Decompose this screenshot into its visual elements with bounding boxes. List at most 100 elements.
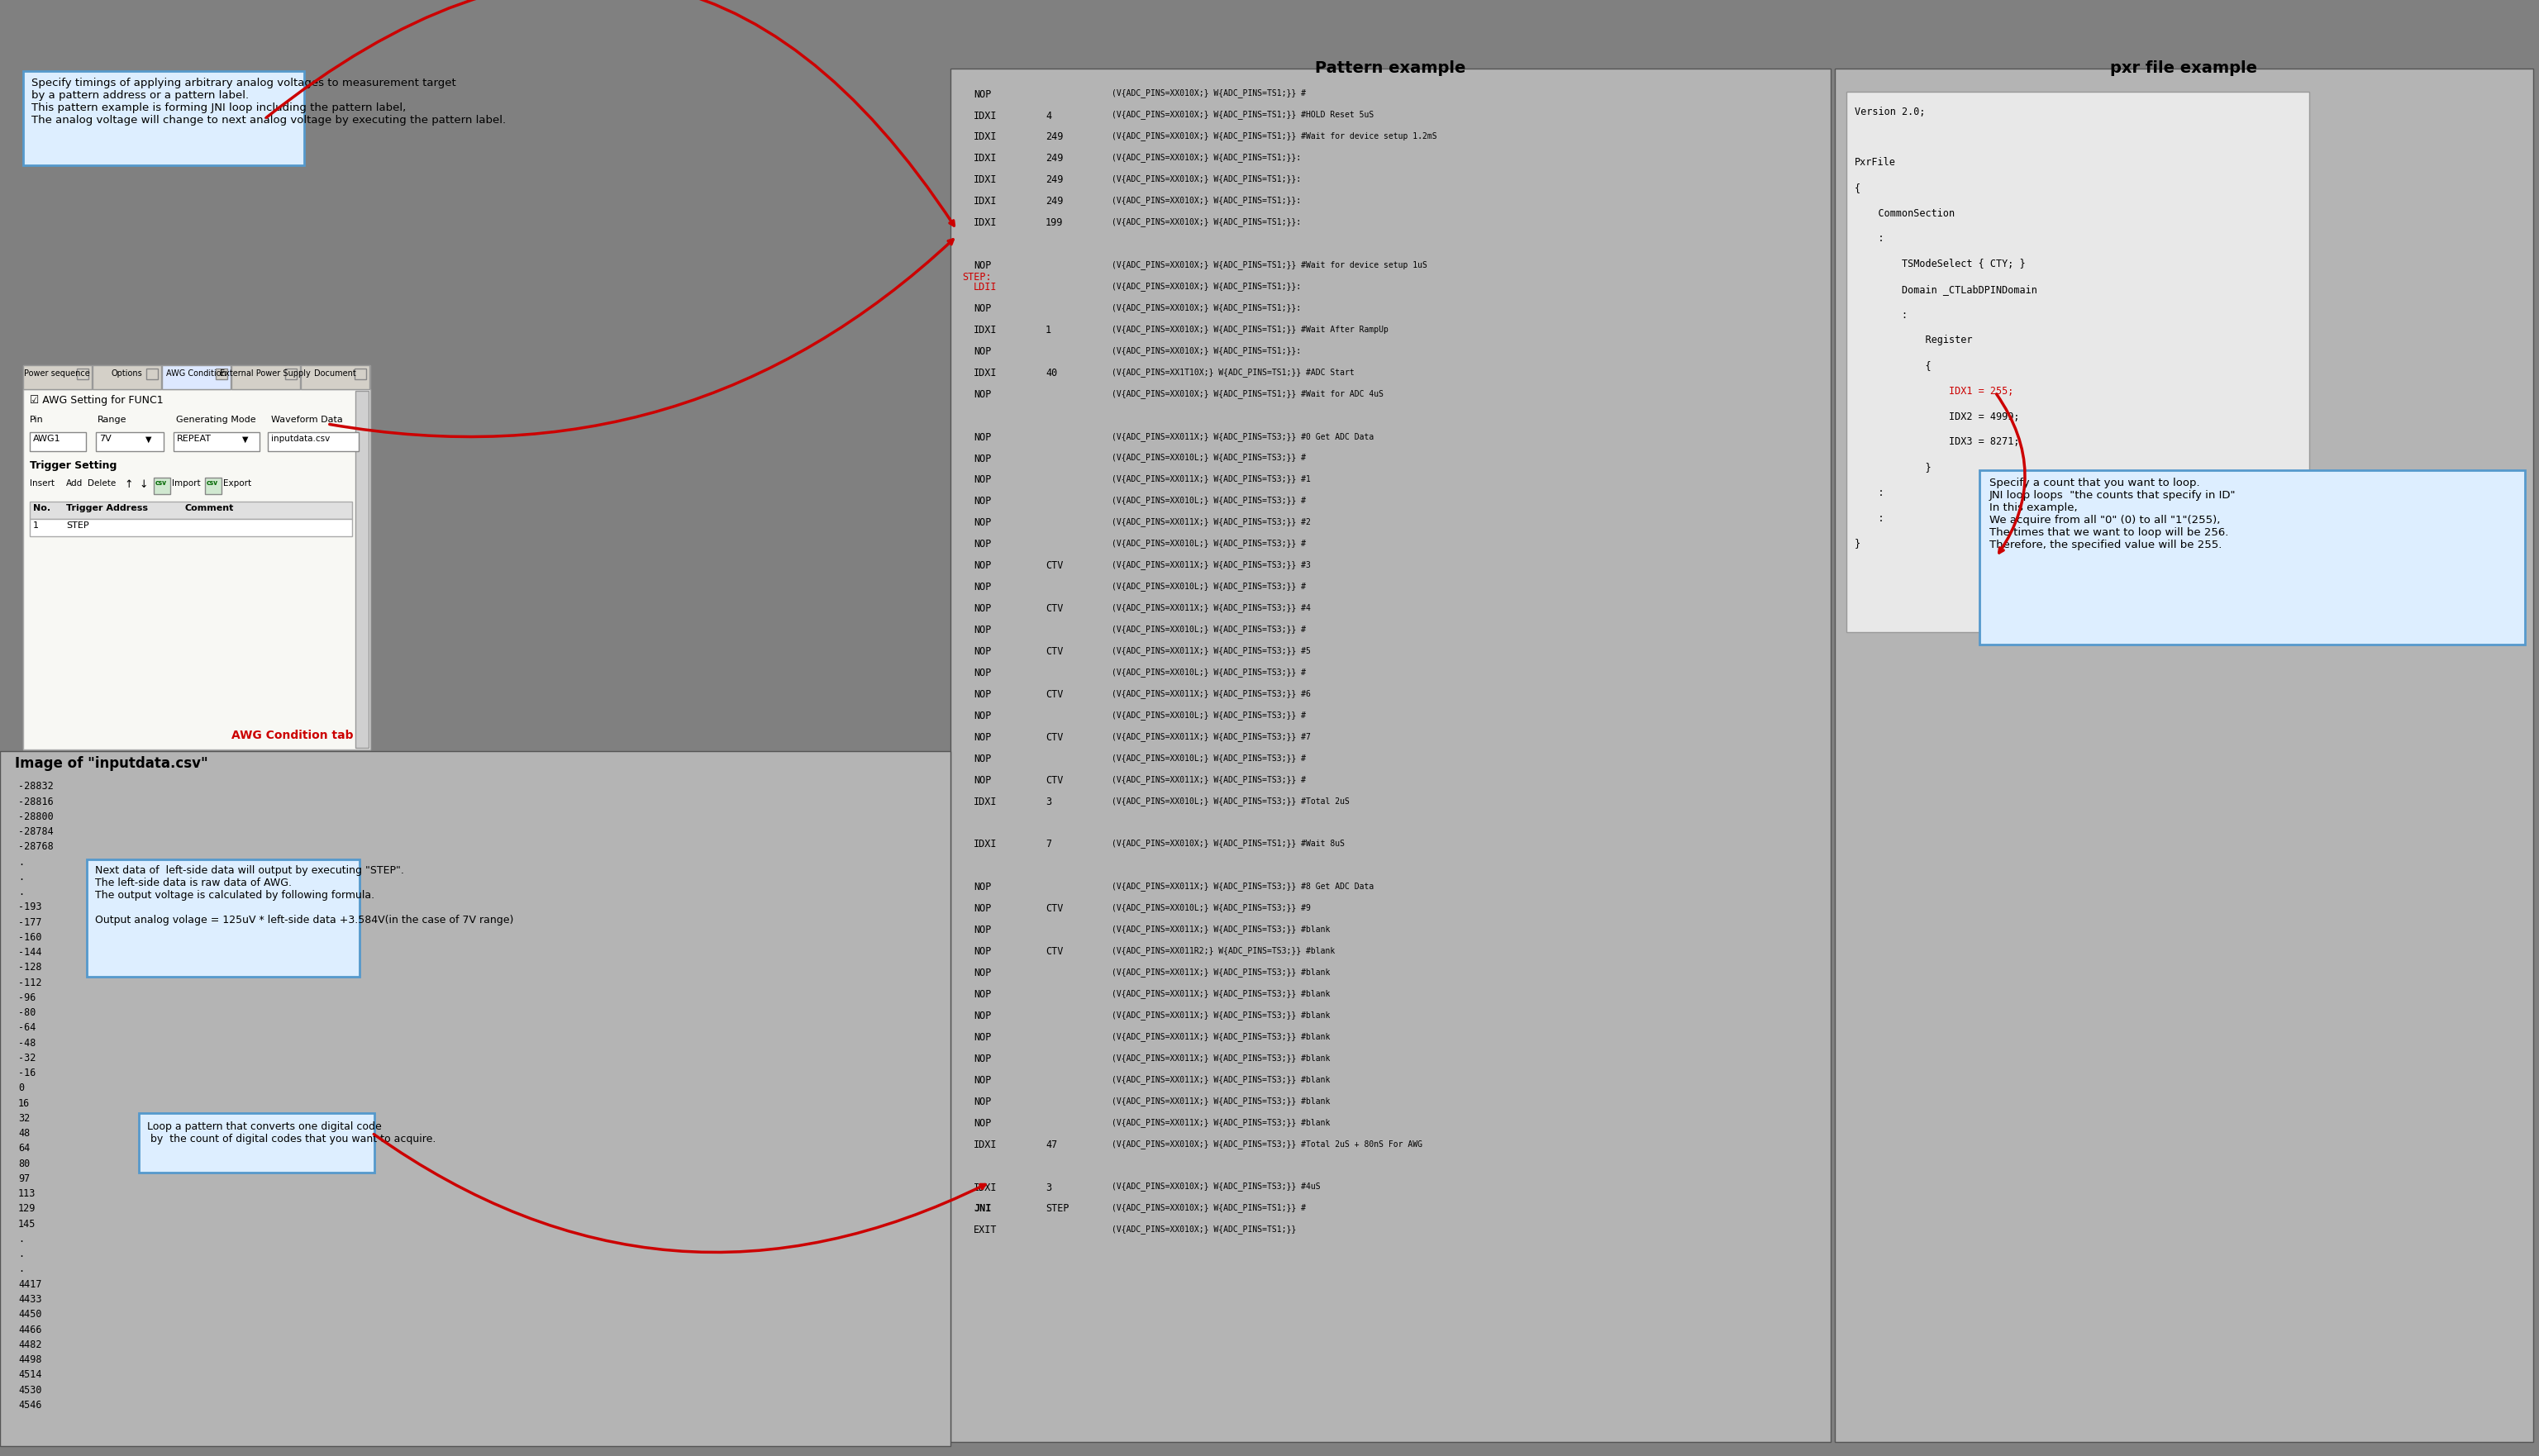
Text: NOP: NOP <box>972 475 990 485</box>
Text: STEP: STEP <box>1046 1204 1069 1214</box>
Bar <box>300 365 371 389</box>
Text: NOP: NOP <box>972 732 990 743</box>
Text: CTV: CTV <box>1046 732 1064 743</box>
Bar <box>1980 470 2524 645</box>
Text: Power sequence: Power sequence <box>23 370 89 377</box>
Text: 7: 7 <box>1046 839 1051 850</box>
Text: (V{ADC_PINS=XX010X;} W{ADC_PINS=TS1;}}: (V{ADC_PINS=XX010X;} W{ADC_PINS=TS1;}} <box>1112 1224 1295 1235</box>
Text: NOP: NOP <box>972 925 990 936</box>
Text: NOP: NOP <box>972 946 990 957</box>
Text: .: . <box>18 887 23 897</box>
Text: IDX3 = 8271;: IDX3 = 8271; <box>1853 437 2019 447</box>
Text: STEP:: STEP: <box>962 271 993 282</box>
Text: CTV: CTV <box>1046 561 1064 571</box>
Text: NOP: NOP <box>972 689 990 700</box>
Text: Register: Register <box>1853 335 1973 345</box>
Text: -28832: -28832 <box>18 782 53 792</box>
Text: NOP: NOP <box>972 517 990 529</box>
Text: Export: Export <box>223 479 251 488</box>
Text: (V{ADC_PINS=XX010X;} W{ADC_PINS=TS1;}}:: (V{ADC_PINS=XX010X;} W{ADC_PINS=TS1;}}: <box>1112 303 1300 312</box>
Text: Generating Mode: Generating Mode <box>175 416 256 424</box>
Text: }: } <box>1853 462 1932 473</box>
Text: (V{ADC_PINS=XX011X;} W{ADC_PINS=TS3;}} #blank: (V{ADC_PINS=XX011X;} W{ADC_PINS=TS3;}} #… <box>1112 1054 1330 1063</box>
Text: }: } <box>1853 539 1861 549</box>
Text: (V{ADC_PINS=XX010X;} W{ADC_PINS=TS1;}} #Wait After RampUp: (V{ADC_PINS=XX010X;} W{ADC_PINS=TS1;}} #… <box>1112 325 1389 333</box>
Bar <box>140 1112 373 1172</box>
Bar <box>147 368 157 380</box>
Text: (V{ADC_PINS=XX010X;} W{ADC_PINS=TS1;}}:: (V{ADC_PINS=XX010X;} W{ADC_PINS=TS1;}}: <box>1112 217 1300 227</box>
Text: -48: -48 <box>18 1038 36 1048</box>
Text: Image of "inputdata.csv": Image of "inputdata.csv" <box>15 756 208 770</box>
Text: ↓: ↓ <box>140 479 147 491</box>
Text: (V{ADC_PINS=XX010X;} W{ADC_PINS=TS1;}} #Wait for ADC 4uS: (V{ADC_PINS=XX010X;} W{ADC_PINS=TS1;}} #… <box>1112 389 1384 397</box>
Text: NOP: NOP <box>972 303 990 314</box>
Text: NOP: NOP <box>972 603 990 614</box>
Text: Specify a count that you want to loop.
JNI loop loops  "the counts that specify : Specify a count that you want to loop. J… <box>1991 478 2237 550</box>
Text: 64: 64 <box>18 1143 30 1155</box>
Text: 4482: 4482 <box>18 1340 41 1350</box>
Text: (V{ADC_PINS=XX011X;} W{ADC_PINS=TS3;}} #1: (V{ADC_PINS=XX011X;} W{ADC_PINS=TS3;}} #… <box>1112 475 1310 483</box>
Text: (V{ADC_PINS=XX010L;} W{ADC_PINS=TS3;}} #: (V{ADC_PINS=XX010L;} W{ADC_PINS=TS3;}} # <box>1112 711 1305 719</box>
Text: NOP: NOP <box>972 261 990 271</box>
Text: (V{ADC_PINS=XX010X;} W{ADC_PINS=TS1;}} #Wait 8uS: (V{ADC_PINS=XX010X;} W{ADC_PINS=TS1;}} #… <box>1112 839 1346 849</box>
Text: IDXI: IDXI <box>972 367 998 379</box>
Text: 40: 40 <box>1046 367 1056 379</box>
Bar <box>30 502 353 520</box>
Text: CTV: CTV <box>1046 646 1064 657</box>
Text: 249: 249 <box>1046 131 1064 143</box>
Bar <box>173 432 259 451</box>
Text: NOP: NOP <box>972 775 990 786</box>
Text: (V{ADC_PINS=XX010X;} W{ADC_PINS=TS1;}}:: (V{ADC_PINS=XX010X;} W{ADC_PINS=TS1;}}: <box>1112 197 1300 205</box>
Text: 145: 145 <box>18 1219 36 1229</box>
Text: (V{ADC_PINS=XX011X;} W{ADC_PINS=TS3;}} #blank: (V{ADC_PINS=XX011X;} W{ADC_PINS=TS3;}} #… <box>1112 989 1330 999</box>
Text: (V{ADC_PINS=XX011X;} W{ADC_PINS=TS3;}} #8 Get ADC Data: (V{ADC_PINS=XX011X;} W{ADC_PINS=TS3;}} #… <box>1112 882 1374 891</box>
Text: AWG Condition tab: AWG Condition tab <box>231 729 353 741</box>
Text: Range: Range <box>96 416 127 424</box>
Bar <box>1836 68 2534 1441</box>
Text: Insert: Insert <box>30 479 53 488</box>
Text: :: : <box>1853 513 1884 524</box>
Text: Pin: Pin <box>30 416 43 424</box>
Text: (V{ADC_PINS=XX011X;} W{ADC_PINS=TS3;}} #blank: (V{ADC_PINS=XX011X;} W{ADC_PINS=TS3;}} #… <box>1112 1075 1330 1083</box>
Text: Add: Add <box>66 479 84 488</box>
Text: (V{ADC_PINS=XX010L;} W{ADC_PINS=TS3;}} #: (V{ADC_PINS=XX010L;} W{ADC_PINS=TS3;}} # <box>1112 582 1305 591</box>
Text: NOP: NOP <box>972 432 990 443</box>
Text: -193: -193 <box>18 901 41 913</box>
Text: (V{ADC_PINS=XX010X;} W{ADC_PINS=TS1;}} #: (V{ADC_PINS=XX010X;} W{ADC_PINS=TS1;}} # <box>1112 1204 1305 1213</box>
Text: (V{ADC_PINS=XX010X;} W{ADC_PINS=TS1;}}:: (V{ADC_PINS=XX010X;} W{ADC_PINS=TS1;}}: <box>1112 175 1300 183</box>
Text: 32: 32 <box>18 1112 30 1124</box>
Bar <box>284 368 297 380</box>
Text: 4498: 4498 <box>18 1354 41 1366</box>
Text: STEP: STEP <box>66 521 89 530</box>
Bar <box>23 365 91 389</box>
Bar <box>30 432 86 451</box>
Text: (V{ADC_PINS=XX011X;} W{ADC_PINS=TS3;}} #7: (V{ADC_PINS=XX011X;} W{ADC_PINS=TS3;}} #… <box>1112 732 1310 741</box>
Text: Trigger Setting: Trigger Setting <box>30 460 117 472</box>
Text: CTV: CTV <box>1046 775 1064 786</box>
Text: -96: -96 <box>18 993 36 1003</box>
Bar <box>155 478 170 494</box>
Text: (V{ADC_PINS=XX010L;} W{ADC_PINS=TS3;}} #9: (V{ADC_PINS=XX010L;} W{ADC_PINS=TS3;}} #… <box>1112 903 1310 913</box>
Text: CTV: CTV <box>1046 603 1064 614</box>
Text: NOP: NOP <box>972 668 990 678</box>
Text: (V{ADC_PINS=XX011X;} W{ADC_PINS=TS3;}} #blank: (V{ADC_PINS=XX011X;} W{ADC_PINS=TS3;}} #… <box>1112 1032 1330 1041</box>
Text: Document: Document <box>315 370 355 377</box>
Text: IDXI: IDXI <box>972 153 998 165</box>
Text: .: . <box>18 872 23 882</box>
Text: EXIT: EXIT <box>972 1224 998 1236</box>
Text: -128: -128 <box>18 962 41 973</box>
Text: NOP: NOP <box>972 903 990 914</box>
Text: 1: 1 <box>1046 325 1051 335</box>
Text: (V{ADC_PINS=XX1T10X;} W{ADC_PINS=TS1;}} #ADC Start: (V{ADC_PINS=XX1T10X;} W{ADC_PINS=TS1;}} … <box>1112 367 1353 377</box>
Bar <box>355 390 368 748</box>
Text: -28784: -28784 <box>18 827 53 837</box>
Bar <box>23 71 305 165</box>
Text: NOP: NOP <box>972 389 990 400</box>
Text: (V{ADC_PINS=XX010X;} W{ADC_PINS=TS1;}} #Wait for device setup 1.2mS: (V{ADC_PINS=XX010X;} W{ADC_PINS=TS1;}} #… <box>1112 131 1437 141</box>
Text: .: . <box>18 856 23 868</box>
Text: IDXI: IDXI <box>972 197 998 207</box>
Text: 249: 249 <box>1046 153 1064 165</box>
Text: csv: csv <box>206 479 218 486</box>
Text: (V{ADC_PINS=XX010L;} W{ADC_PINS=TS3;}} #: (V{ADC_PINS=XX010L;} W{ADC_PINS=TS3;}} # <box>1112 496 1305 505</box>
Text: NOP: NOP <box>972 882 990 893</box>
